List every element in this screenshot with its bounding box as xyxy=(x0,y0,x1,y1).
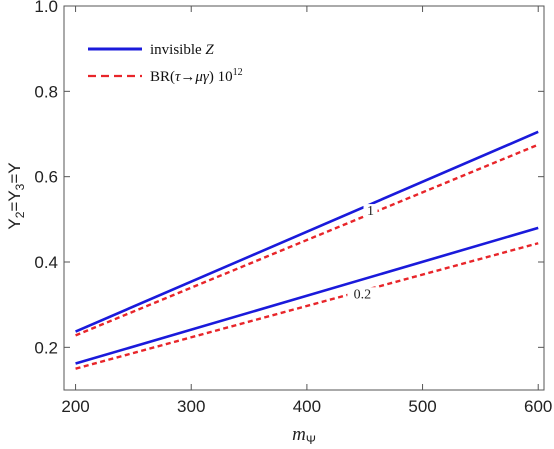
contour-label: 1 xyxy=(367,204,374,219)
x-axis: 200 300 400 500 600 xyxy=(61,6,552,416)
x-tick-label: 300 xyxy=(177,397,205,416)
series-layer xyxy=(75,130,539,370)
x-tick-label: 500 xyxy=(408,397,436,416)
x-tick-label: 600 xyxy=(524,397,552,416)
invisible-z-line-0 xyxy=(75,130,539,333)
br-contour-line-3 xyxy=(75,242,539,370)
y-axis: 0.2 0.4 0.6 0.8 1.0 xyxy=(34,0,544,357)
plot-frame xyxy=(63,5,545,391)
y-tick-label: 0.2 xyxy=(34,338,58,357)
legend: invisible Z BR(τ→μγ) 1012 xyxy=(88,42,243,85)
y-tick-label: 1.0 xyxy=(34,0,58,16)
contour-labels: 10.2 xyxy=(347,204,378,303)
invisible-z-line-1 xyxy=(75,226,539,365)
x-tick-label: 200 xyxy=(61,397,89,416)
y-tick-label: 0.8 xyxy=(34,82,58,101)
contour-label-bg xyxy=(347,287,378,303)
contour-label: 0.2 xyxy=(354,287,372,302)
legend-label-invisible-z: invisible Z xyxy=(150,42,214,58)
contour-label-bg xyxy=(363,204,378,220)
y-tick-label: 0.4 xyxy=(34,253,58,272)
br-contour-line-2 xyxy=(75,143,539,337)
y-axis-label: Y2=Y3=Y xyxy=(5,162,27,229)
x-tick-label: 400 xyxy=(293,397,321,416)
x-axis-label: mΨ xyxy=(292,424,316,447)
y-tick-label: 0.6 xyxy=(34,168,58,187)
legend-label-br: BR(τ→μγ) 1012 xyxy=(150,67,243,85)
